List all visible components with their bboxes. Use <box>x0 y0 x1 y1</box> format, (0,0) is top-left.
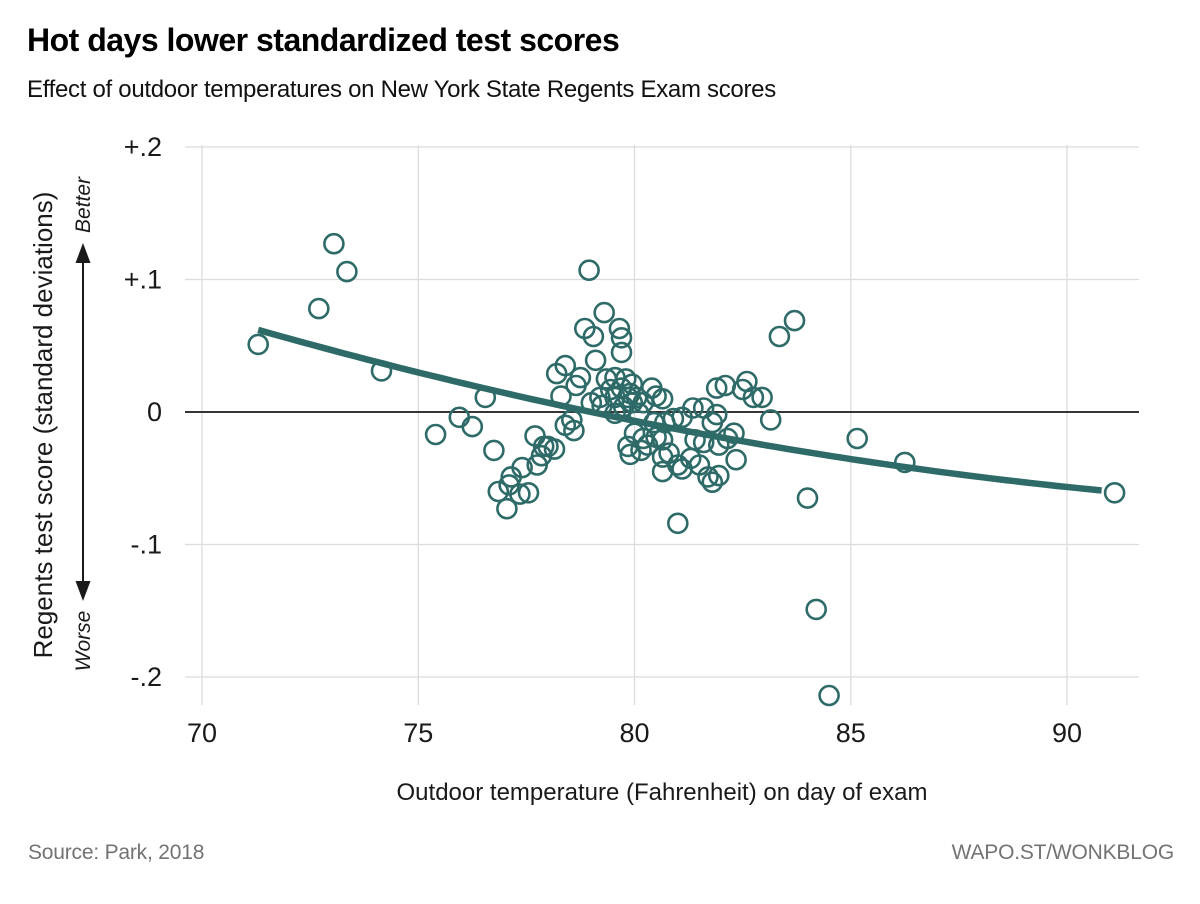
data-point <box>818 684 840 707</box>
data-point <box>701 471 724 494</box>
data-point <box>768 325 791 348</box>
y-tick-label: 0 <box>147 397 162 427</box>
data-point <box>666 512 689 535</box>
data-point <box>496 497 518 520</box>
data-point <box>725 448 747 471</box>
data-point <box>610 341 633 364</box>
page-title: Hot days lower standardized test scores <box>27 22 620 58</box>
data-point <box>846 427 869 450</box>
data-point <box>707 464 730 487</box>
data-point <box>543 438 566 460</box>
y-tick-label: -.2 <box>130 662 162 692</box>
data-point <box>1103 481 1126 504</box>
better-label: Better <box>72 176 95 233</box>
data-point <box>526 454 549 476</box>
data-point <box>584 349 607 372</box>
x-tick-label: 70 <box>187 718 217 748</box>
data-point <box>619 443 642 466</box>
data-point <box>307 297 330 320</box>
data-point <box>651 387 674 410</box>
page-subtitle: Effect of outdoor temperatures on New Yo… <box>27 76 776 103</box>
x-tick-label: 75 <box>403 718 433 748</box>
source-attribution: Source: Park, 2018 <box>28 841 205 864</box>
data-point <box>545 362 568 385</box>
data-point <box>751 386 773 409</box>
data-point <box>701 411 724 434</box>
data-layer <box>247 232 1126 707</box>
x-tick-label: 85 <box>836 718 866 748</box>
data-point <box>796 487 819 509</box>
data-point <box>247 333 270 356</box>
data-point <box>323 232 345 255</box>
data-point <box>630 439 652 462</box>
arrow-up-head-icon <box>75 243 91 263</box>
data-point <box>619 382 642 405</box>
tick-layer: 70 75 80 85 90 +.2 +.1 0 -.1 -.2 <box>124 132 1082 748</box>
data-point <box>424 423 447 446</box>
data-point <box>759 409 782 431</box>
data-point <box>487 480 510 503</box>
data-point <box>636 434 659 456</box>
y-tick-label: -.1 <box>130 530 162 560</box>
trend-line <box>257 326 1102 494</box>
data-point <box>554 414 577 437</box>
data-point <box>483 439 505 462</box>
data-point <box>682 397 704 419</box>
data-point <box>697 466 719 488</box>
data-point <box>666 454 689 476</box>
data-point <box>705 377 728 399</box>
data-point <box>500 466 523 488</box>
data-point <box>783 309 806 332</box>
data-point <box>509 483 531 505</box>
data-point <box>593 301 616 324</box>
data-point <box>621 391 644 414</box>
data-point <box>448 406 471 429</box>
arrow-down-head-icon <box>75 581 91 601</box>
y-axis-title: Regents test score (standard deviations) <box>28 192 58 659</box>
y-tick-label: +.2 <box>124 132 162 162</box>
data-point <box>517 481 540 504</box>
x-tick-label: 80 <box>619 718 649 748</box>
worse-label: Worse <box>72 611 95 672</box>
data-point <box>742 386 765 409</box>
data-point <box>731 378 754 401</box>
grid-layer <box>185 145 1139 705</box>
x-tick-label: 90 <box>1052 718 1082 748</box>
data-point <box>565 374 587 397</box>
y-tick-label: +.1 <box>124 265 162 295</box>
data-point <box>578 259 600 282</box>
data-point <box>651 428 674 451</box>
x-axis-title: Outdoor temperature (Fahrenheit) on day … <box>397 779 928 806</box>
data-point <box>608 317 631 340</box>
better-worse-arrow: Better Worse <box>72 176 95 671</box>
data-point <box>336 260 358 283</box>
data-point <box>461 415 484 438</box>
credit-wonkblog: WAPO.ST/WONKBLOG <box>951 841 1175 864</box>
data-point <box>582 325 605 348</box>
data-point <box>805 598 828 621</box>
data-point <box>610 326 633 349</box>
